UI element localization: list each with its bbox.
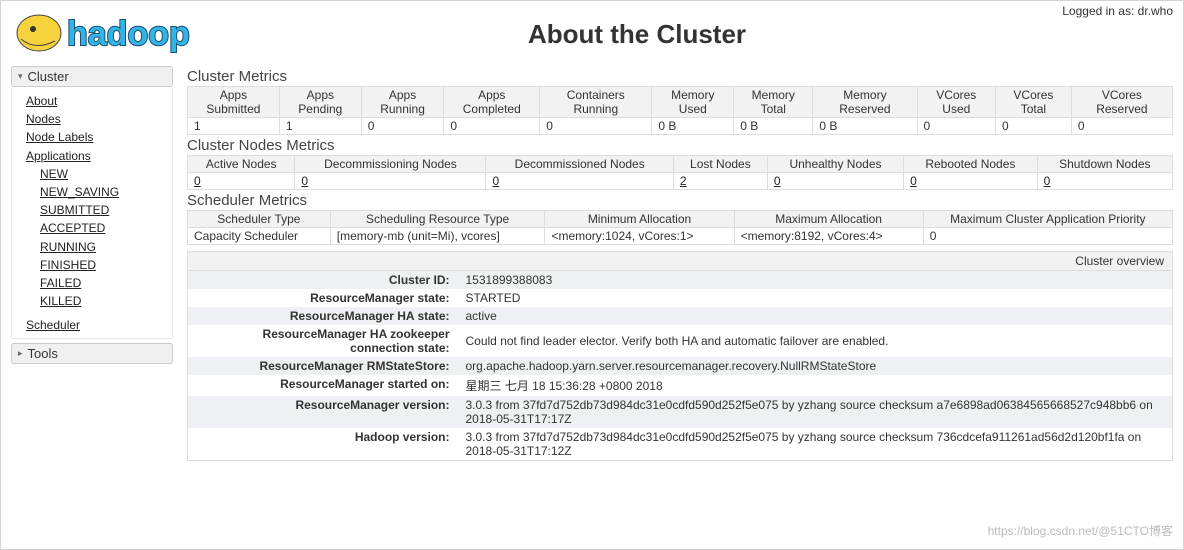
table-header: Scheduling Resource Type [330, 211, 545, 228]
table-cell: 0 [923, 228, 1172, 245]
nodes-metrics-heading: Cluster Nodes Metrics [187, 137, 1173, 154]
table-cell: 0 [996, 118, 1072, 135]
sidebar-item-accepted[interactable]: ACCEPTED [40, 221, 105, 235]
sidebar-item-newsaving[interactable]: NEW_SAVING [40, 185, 119, 199]
table-cell[interactable]: 0 [188, 173, 295, 190]
overview-value: 3.0.3 from 37fd7d752db73d984dc31e0cdfd59… [458, 428, 1173, 461]
table-header: Decommissioned Nodes [486, 156, 673, 173]
svg-text:hadoop: hadoop [67, 15, 190, 53]
scheduler-metrics-heading: Scheduler Metrics [187, 192, 1173, 209]
table-header: Shutdown Nodes [1037, 156, 1172, 173]
page-title: About the Cluster [285, 19, 989, 50]
table-cell: 1 [188, 118, 280, 135]
table-cell[interactable]: 2 [673, 173, 767, 190]
table-cell[interactable]: 0 [904, 173, 1038, 190]
table-cell: 0 [444, 118, 540, 135]
table-header: Containers Running [540, 87, 652, 118]
table-cell[interactable]: 0 [295, 173, 486, 190]
overview-value: STARTED [458, 289, 1173, 307]
sidebar-item-applications[interactable]: Applications [26, 149, 91, 163]
sidebar-item-nodelabels[interactable]: Node Labels [26, 130, 93, 144]
table-header: Maximum Allocation [734, 211, 923, 228]
sidebar-item-submitted[interactable]: SUBMITTED [40, 203, 109, 217]
table-cell: 0 [917, 118, 995, 135]
table-header: Apps Completed [444, 87, 540, 118]
sidebar-item-about[interactable]: About [26, 94, 57, 108]
table-header: VCores Total [996, 87, 1072, 118]
login-info: Logged in as: dr.who [1062, 4, 1173, 18]
table-header: VCores Reserved [1071, 87, 1172, 118]
table-cell: 1 [279, 118, 361, 135]
table-header: Rebooted Nodes [904, 156, 1038, 173]
table-cell[interactable]: 0 [1037, 173, 1172, 190]
overview-value: active [458, 307, 1173, 325]
table-cell: Capacity Scheduler [188, 228, 331, 245]
table-header: Memory Reserved [813, 87, 917, 118]
sidebar: Cluster About Nodes Node Labels Applicat… [11, 66, 173, 461]
overview-label: ResourceManager HA zookeeper connection … [188, 325, 458, 357]
overview-label: ResourceManager state: [188, 289, 458, 307]
table-header: VCores Used [917, 87, 995, 118]
table-header: Scheduler Type [188, 211, 331, 228]
sidebar-item-nodes[interactable]: Nodes [26, 112, 61, 126]
table-header: Lost Nodes [673, 156, 767, 173]
sidebar-item-killed[interactable]: KILLED [40, 294, 81, 308]
sidebar-item-finished[interactable]: FINISHED [40, 258, 96, 272]
nodes-metrics-table: Active NodesDecommissioning NodesDecommi… [187, 155, 1173, 190]
table-cell: 0 [1071, 118, 1172, 135]
table-cell: <memory:8192, vCores:4> [734, 228, 923, 245]
sidebar-item-running[interactable]: RUNNING [40, 240, 96, 254]
overview-label: ResourceManager version: [188, 396, 458, 428]
table-header: Maximum Cluster Application Priority [923, 211, 1172, 228]
overview-value: 星期三 七月 18 15:36:28 +0800 2018 [458, 375, 1173, 396]
table-header: Apps Pending [279, 87, 361, 118]
table-cell: 0 B [813, 118, 917, 135]
scheduler-metrics-table: Scheduler TypeScheduling Resource TypeMi… [187, 210, 1173, 245]
overview-value: 1531899388083 [458, 271, 1173, 289]
table-cell: [memory-mb (unit=Mi), vcores] [330, 228, 545, 245]
overview-heading: Cluster overview [187, 251, 1173, 271]
overview-label: ResourceManager started on: [188, 375, 458, 396]
sidebar-section-cluster[interactable]: Cluster [11, 66, 173, 87]
sidebar-item-scheduler[interactable]: Scheduler [26, 318, 80, 332]
watermark: https://blog.csdn.net/@51CTO博客 [988, 522, 1173, 539]
sidebar-item-failed[interactable]: FAILED [40, 276, 81, 290]
table-header: Memory Total [734, 87, 813, 118]
cluster-metrics-table: Apps SubmittedApps PendingApps RunningAp… [187, 86, 1173, 135]
table-header: Minimum Allocation [545, 211, 734, 228]
table-cell: <memory:1024, vCores:1> [545, 228, 734, 245]
overview-table: Cluster ID:1531899388083ResourceManager … [187, 271, 1173, 461]
cluster-metrics-heading: Cluster Metrics [187, 68, 1173, 85]
overview-label: ResourceManager HA state: [188, 307, 458, 325]
sidebar-section-tools[interactable]: Tools [11, 343, 173, 364]
table-cell: 0 B [734, 118, 813, 135]
table-header: Memory Used [652, 87, 734, 118]
hadoop-logo: hadoop [15, 9, 285, 60]
table-header: Apps Running [361, 87, 444, 118]
overview-label: Hadoop version: [188, 428, 458, 461]
overview-label: Cluster ID: [188, 271, 458, 289]
overview-label: ResourceManager RMStateStore: [188, 357, 458, 375]
main-content: Cluster Metrics Apps SubmittedApps Pendi… [187, 66, 1173, 461]
sidebar-item-new[interactable]: NEW [40, 167, 68, 181]
overview-value: org.apache.hadoop.yarn.server.resourcema… [458, 357, 1173, 375]
table-cell[interactable]: 0 [767, 173, 903, 190]
overview-value: Could not find leader elector. Verify bo… [458, 325, 1173, 357]
table-header: Apps Submitted [188, 87, 280, 118]
table-header: Unhealthy Nodes [767, 156, 903, 173]
table-cell: 0 [540, 118, 652, 135]
table-cell: 0 [361, 118, 444, 135]
table-header: Active Nodes [188, 156, 295, 173]
table-cell: 0 B [652, 118, 734, 135]
table-cell[interactable]: 0 [486, 173, 673, 190]
table-header: Decommissioning Nodes [295, 156, 486, 173]
overview-value: 3.0.3 from 37fd7d752db73d984dc31e0cdfd59… [458, 396, 1173, 428]
